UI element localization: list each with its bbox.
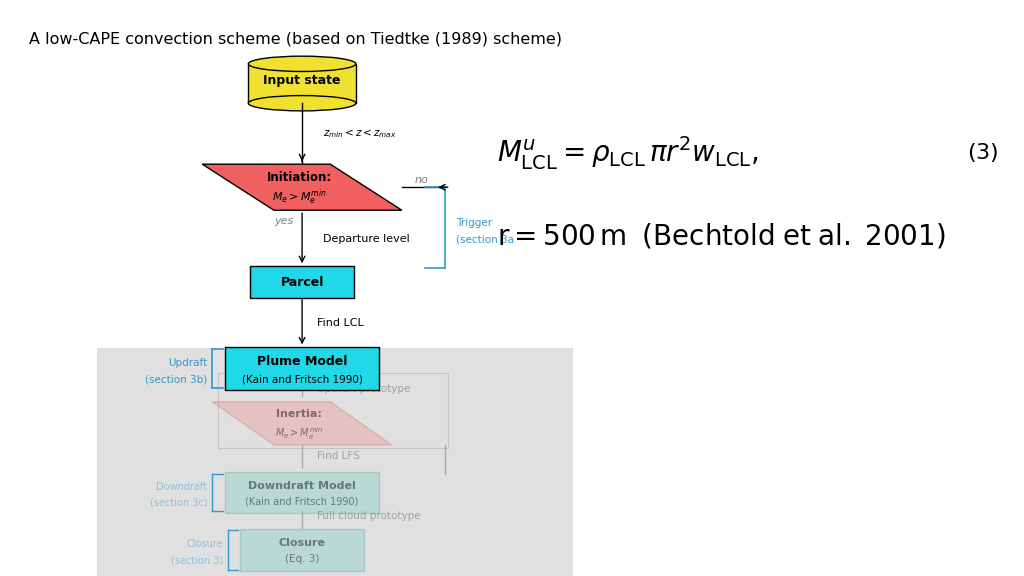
- Text: Downdraft: Downdraft: [157, 482, 207, 492]
- Polygon shape: [213, 402, 391, 445]
- Text: Find LCL: Find LCL: [317, 318, 365, 328]
- Text: (section 3a: (section 3a: [456, 234, 514, 244]
- FancyBboxPatch shape: [97, 348, 573, 576]
- Text: $z_{min} < z < z_{max}$: $z_{min} < z < z_{max}$: [323, 127, 396, 140]
- Text: Full cloud prototype: Full cloud prototype: [317, 511, 421, 521]
- Text: Closure: Closure: [186, 539, 222, 550]
- Text: (section 3b): (section 3b): [145, 374, 207, 384]
- Text: yes: yes: [274, 215, 293, 226]
- Text: Updraft prototype: Updraft prototype: [317, 384, 411, 393]
- Text: Closure: Closure: [279, 538, 326, 548]
- Text: (section 3): (section 3): [171, 555, 222, 566]
- FancyBboxPatch shape: [248, 64, 356, 103]
- Text: no: no: [414, 175, 428, 185]
- FancyBboxPatch shape: [240, 529, 365, 571]
- Text: Departure level: Departure level: [323, 234, 410, 244]
- Text: $\mathrm{r = 500\,m\;\;(Bechtold\;et\;al.\;2001)}$: $\mathrm{r = 500\,m\;\;(Bechtold\;et\;al…: [497, 222, 945, 251]
- Text: (Eq. 3): (Eq. 3): [285, 554, 319, 564]
- FancyBboxPatch shape: [224, 472, 379, 513]
- Text: Updraft: Updraft: [168, 358, 207, 368]
- Text: Downdraft Model: Downdraft Model: [248, 480, 356, 491]
- Text: (Kain and Fritsch 1990): (Kain and Fritsch 1990): [246, 497, 358, 507]
- FancyBboxPatch shape: [250, 266, 354, 298]
- Text: Find LFS: Find LFS: [317, 452, 360, 461]
- Text: $(3)$: $(3)$: [967, 141, 998, 164]
- Text: $M_e > M_e^{min}$: $M_e > M_e^{min}$: [274, 425, 324, 442]
- Text: Plume Model: Plume Model: [257, 355, 347, 367]
- Text: Input state: Input state: [263, 74, 341, 87]
- Text: $M^{u}_{\mathrm{LCL}} = \rho_{\mathrm{LCL}}\,\pi r^2 w_{\mathrm{LCL}},$: $M^{u}_{\mathrm{LCL}} = \rho_{\mathrm{LC…: [497, 134, 758, 172]
- Ellipse shape: [248, 56, 356, 71]
- Text: Parcel: Parcel: [281, 276, 324, 289]
- Ellipse shape: [248, 96, 356, 111]
- Polygon shape: [202, 164, 401, 210]
- Text: Inertia:: Inertia:: [276, 409, 322, 419]
- Text: A low-CAPE convection scheme (based on Tiedtke (1989) scheme): A low-CAPE convection scheme (based on T…: [29, 32, 562, 47]
- Text: (Kain and Fritsch 1990): (Kain and Fritsch 1990): [242, 374, 362, 384]
- Text: (section 3c): (section 3c): [150, 498, 207, 508]
- FancyBboxPatch shape: [224, 347, 379, 390]
- Text: Initiation:: Initiation:: [266, 172, 332, 184]
- Text: Trigger: Trigger: [456, 218, 492, 228]
- Text: $M_e > M_e^{min}$: $M_e > M_e^{min}$: [271, 188, 327, 207]
